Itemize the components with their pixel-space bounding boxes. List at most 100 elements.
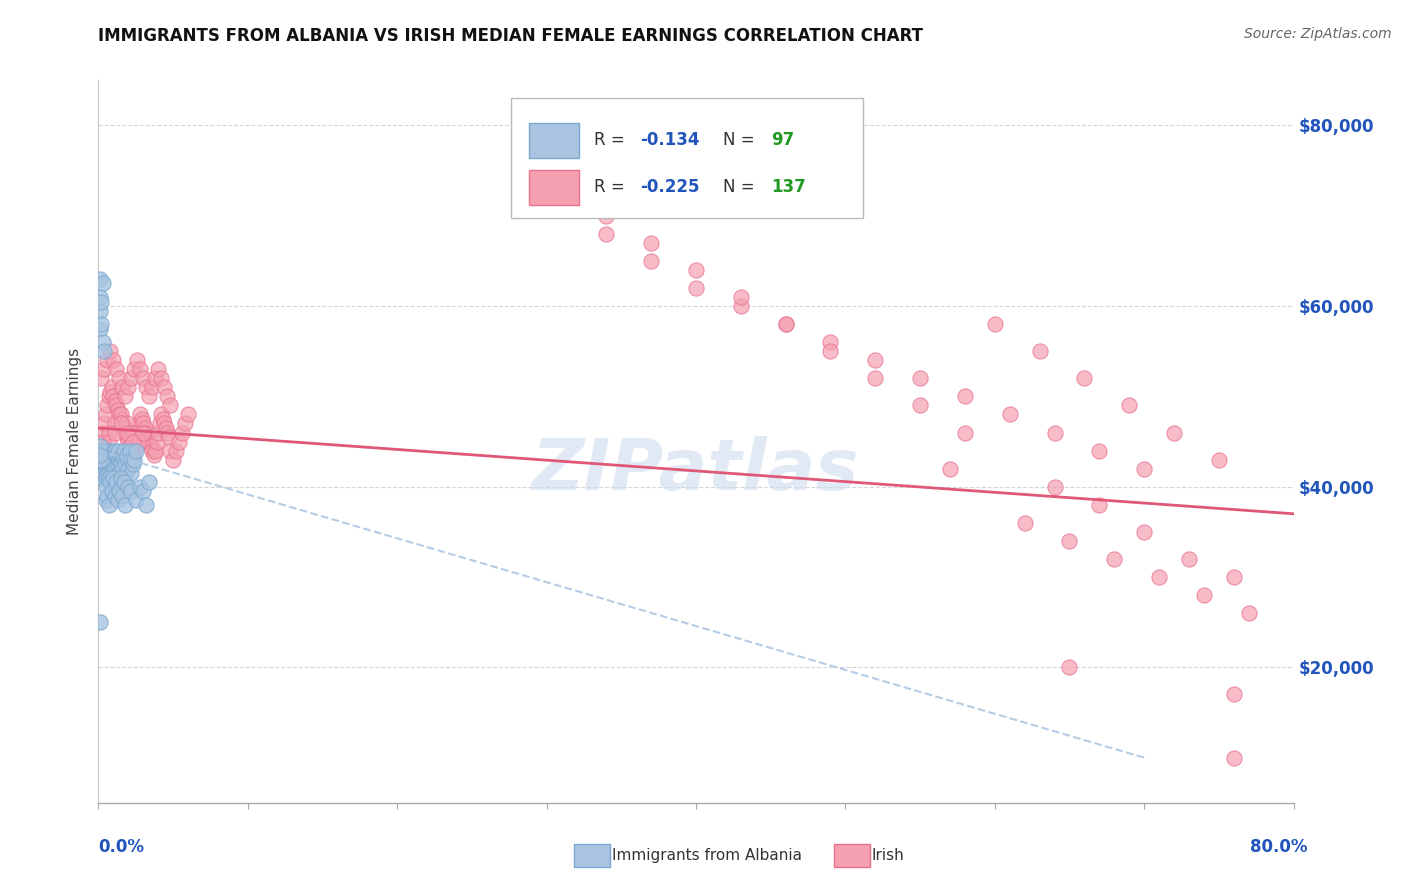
Point	[865, 353, 887, 368]
Point	[1237, 606, 1260, 620]
Point	[104, 489, 127, 503]
Point	[108, 371, 131, 385]
Point	[984, 317, 1007, 331]
Point	[90, 461, 112, 475]
Point	[97, 466, 120, 480]
Point	[89, 443, 111, 458]
Point	[115, 417, 138, 431]
Point	[121, 457, 143, 471]
Point	[111, 461, 134, 475]
Point	[91, 277, 114, 291]
Point	[1223, 750, 1246, 764]
Point	[953, 425, 976, 440]
Text: 97: 97	[772, 131, 794, 149]
Point	[110, 452, 132, 467]
Point	[1059, 660, 1081, 674]
Point	[96, 448, 118, 462]
Point	[110, 408, 132, 422]
Point	[115, 425, 138, 440]
Point	[685, 263, 707, 277]
Point	[177, 408, 200, 422]
Point	[595, 209, 617, 223]
Point	[132, 371, 155, 385]
Point	[595, 227, 617, 241]
Point	[125, 434, 148, 449]
Point	[120, 371, 142, 385]
Point	[1028, 344, 1050, 359]
Point	[91, 443, 114, 458]
Point	[117, 452, 139, 467]
Point	[550, 191, 572, 205]
Point	[94, 480, 117, 494]
Point	[1043, 480, 1066, 494]
Point	[135, 380, 157, 394]
Point	[98, 457, 122, 471]
Point	[1133, 524, 1156, 539]
Point	[101, 484, 124, 499]
Point	[103, 452, 125, 467]
Point	[128, 417, 150, 431]
Point	[101, 461, 124, 475]
Point	[108, 452, 131, 467]
Point	[114, 471, 136, 485]
Point	[105, 471, 128, 485]
Point	[1059, 533, 1081, 548]
Point	[107, 457, 129, 471]
Text: ZIPatlas: ZIPatlas	[533, 436, 859, 505]
Point	[135, 425, 157, 440]
Point	[94, 471, 117, 485]
Point	[131, 412, 153, 426]
Point	[110, 417, 132, 431]
Point	[94, 493, 117, 508]
Point	[117, 480, 139, 494]
Point	[105, 448, 128, 462]
Point	[112, 443, 135, 458]
Point	[150, 371, 173, 385]
Point	[159, 443, 181, 458]
Point	[107, 443, 129, 458]
Point	[111, 380, 134, 394]
Point	[112, 452, 135, 467]
Point	[110, 412, 132, 426]
Point	[730, 290, 752, 304]
Point	[120, 484, 142, 499]
Point	[1088, 498, 1111, 512]
Point	[103, 471, 125, 485]
Point	[117, 434, 139, 449]
Text: IMMIGRANTS FROM ALBANIA VS IRISH MEDIAN FEMALE EARNINGS CORRELATION CHART: IMMIGRANTS FROM ALBANIA VS IRISH MEDIAN …	[98, 27, 924, 45]
Point	[139, 439, 162, 453]
Point	[89, 615, 111, 630]
Point	[90, 371, 112, 385]
Point	[172, 425, 194, 440]
Point	[101, 448, 124, 462]
Point	[1208, 452, 1230, 467]
Point	[117, 461, 139, 475]
Point	[101, 443, 124, 458]
Point	[124, 443, 146, 458]
Point	[107, 403, 129, 417]
Point	[97, 452, 120, 467]
Point	[153, 380, 176, 394]
Point	[156, 425, 179, 440]
Point	[125, 493, 148, 508]
Point	[90, 452, 112, 467]
Point	[167, 434, 190, 449]
Point	[138, 389, 160, 403]
Point	[89, 448, 111, 462]
Point	[138, 434, 160, 449]
Point	[90, 294, 112, 309]
Text: R =: R =	[595, 178, 630, 196]
Point	[148, 425, 170, 440]
Point	[156, 389, 179, 403]
Text: N =: N =	[724, 131, 761, 149]
Point	[775, 317, 797, 331]
Point	[105, 475, 128, 490]
Point	[111, 489, 134, 503]
Point	[90, 434, 112, 449]
Point	[1192, 588, 1215, 602]
Point	[94, 452, 117, 467]
Point	[89, 321, 111, 335]
Point	[96, 353, 118, 368]
Point	[96, 466, 118, 480]
Point	[107, 493, 129, 508]
